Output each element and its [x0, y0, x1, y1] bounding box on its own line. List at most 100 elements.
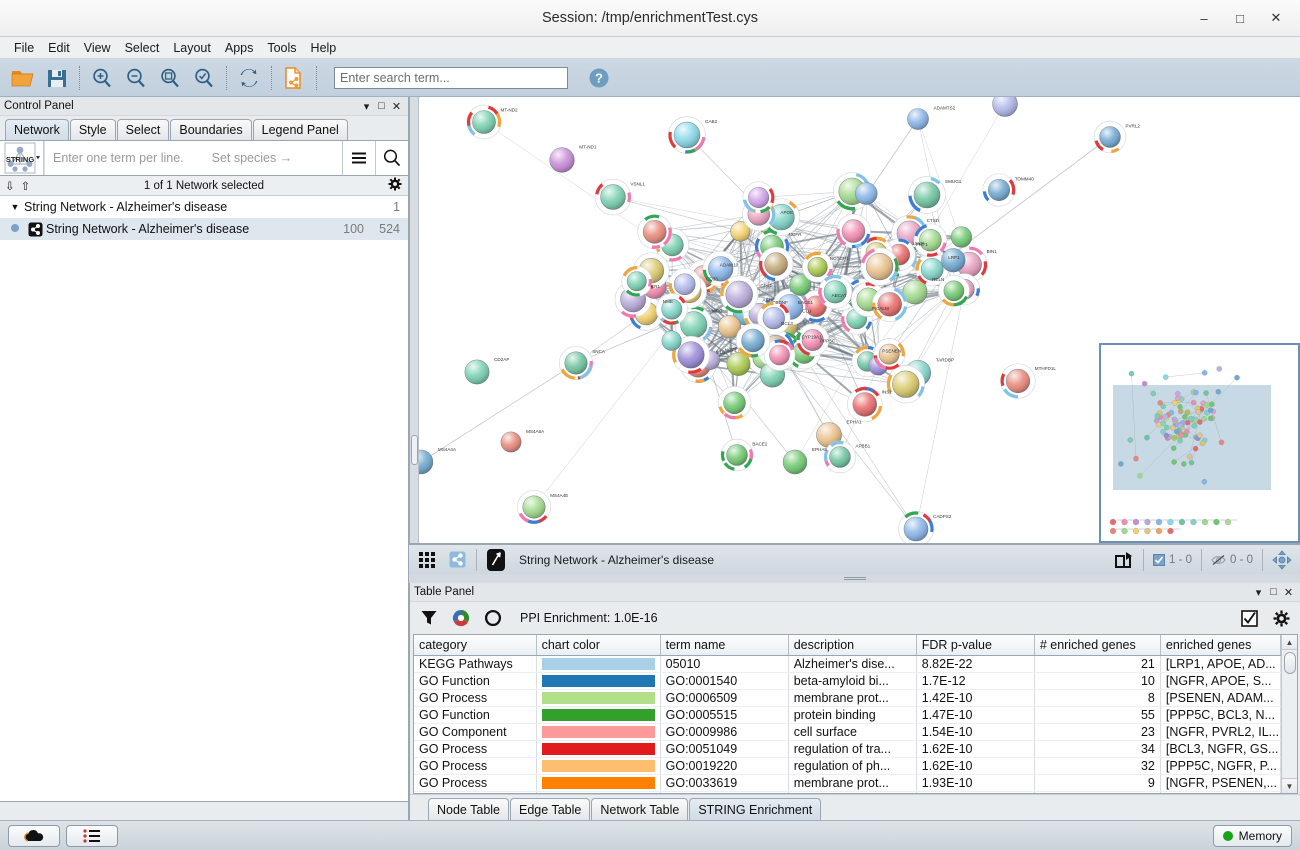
menu-tools[interactable]: Tools — [267, 40, 297, 55]
table-row[interactable]: GO Process GO:0050435beta-amyloid m...2.0… — [414, 791, 1282, 793]
network-canvas[interactable]: MT-ND2 MT-ND1 VSNL1 GAB2 MS4A4A MS4A6A MS4A4E C… — [409, 97, 1300, 544]
table-row[interactable]: GO Process GO:0006509 membrane prot... 1.42… — [414, 689, 1282, 707]
network-settings-gear-icon[interactable] — [388, 177, 402, 194]
zoom-fit-icon[interactable] — [153, 62, 187, 94]
column-header-fdr-pvalue[interactable]: FDR p-value — [916, 635, 1035, 656]
zoom-out-icon[interactable] — [119, 62, 153, 94]
save-icon[interactable] — [40, 62, 74, 94]
cell-term-name: GO:0009986 — [660, 723, 789, 741]
string-options-icon[interactable] — [342, 141, 375, 175]
export-network-icon[interactable] — [1109, 548, 1139, 572]
maximize-button[interactable]: □ — [1236, 10, 1244, 26]
string-search-bar: STRING Enter one term per line. Set spec… — [0, 140, 408, 176]
cloud-button[interactable] — [8, 824, 60, 847]
table-row[interactable]: GO Function GO:0001540 beta-amyloid bi... 1… — [414, 672, 1282, 690]
refresh-icon[interactable] — [232, 62, 266, 94]
table-row[interactable]: GO Process GO:0019220 regulation of ph... 1… — [414, 757, 1282, 775]
cell-chart-color — [536, 655, 661, 673]
close-button[interactable]: ✕ — [1270, 10, 1282, 25]
control-panel-menu-icon[interactable]: ▾ — [363, 100, 370, 113]
menu-edit[interactable]: Edit — [48, 40, 70, 55]
network-graph[interactable]: MT-ND2 MT-ND1 VSNL1 GAB2 MS4A4A MS4A6A MS4A4E C… — [410, 97, 1300, 544]
select-all-checkbox-icon[interactable] — [1236, 605, 1262, 631]
column-header-term-name[interactable]: term name — [660, 635, 789, 656]
string-query-input[interactable]: Enter one term per line. Set species → — [44, 141, 342, 175]
column-header-category[interactable]: category — [414, 635, 537, 656]
network-tree-root[interactable]: ▼ String Network - Alzheimer's disease 1 — [0, 196, 408, 218]
table-panel-close-icon[interactable]: ✕ — [1283, 586, 1294, 599]
column-header-chart-color[interactable]: chart color — [536, 635, 661, 656]
menu-apps[interactable]: Apps — [224, 40, 254, 55]
tree-toggle-icon[interactable]: ▼ — [10, 202, 20, 212]
table-row[interactable]: GO Process GO:0051049 regulation of tra...… — [414, 740, 1282, 758]
color-swatch — [541, 657, 655, 670]
table-row[interactable]: GO Component GO:0009986 cell surface 1.54E-… — [414, 723, 1282, 741]
filter-icon[interactable] — [416, 605, 442, 631]
menu-file[interactable]: File — [14, 40, 35, 55]
color-swatch — [541, 776, 655, 789]
tab-node-table[interactable]: Node Table — [428, 798, 510, 820]
tab-network[interactable]: Network — [5, 119, 69, 140]
search-input[interactable]: Enter search term... — [334, 66, 568, 89]
column-header-enriched-count[interactable]: # enriched genes — [1034, 635, 1161, 656]
network-node-label: PPP5C — [820, 339, 836, 344]
horizontal-splitter[interactable] — [409, 574, 1300, 583]
pan-tool-icon[interactable] — [1267, 548, 1297, 572]
expand-network-icon[interactable] — [481, 548, 511, 572]
zoom-selected-icon[interactable] — [187, 62, 221, 94]
column-header-description[interactable]: description — [788, 635, 917, 656]
cell-enriched-genes: [LRP1, APOE, AD... — [1160, 655, 1282, 673]
chart-color-icon[interactable] — [448, 605, 474, 631]
selected-nodes-counter[interactable]: 1 - 0 — [1148, 553, 1197, 566]
control-panel-close-icon[interactable]: ✕ — [391, 100, 402, 113]
scroll-up-arrow-icon[interactable]: ▲ — [1282, 635, 1297, 650]
list-button[interactable] — [66, 824, 118, 847]
birds-eye-view[interactable] — [1099, 343, 1300, 543]
new-network-icon[interactable] — [277, 62, 311, 94]
cell-chart-color — [536, 723, 661, 741]
donut-chart-icon[interactable] — [480, 605, 506, 631]
table-scrollbar-thumb[interactable] — [1284, 652, 1296, 674]
cell-term-name: GO:0019220 — [660, 757, 789, 775]
network-list-icon[interactable] — [442, 548, 472, 572]
minimize-button[interactable]: – — [1200, 10, 1208, 26]
column-header-enriched-genes[interactable]: enriched genes — [1160, 635, 1282, 656]
table-row[interactable]: GO Function GO:0005515 protein binding 1.47… — [414, 706, 1282, 724]
tab-string-enrichment[interactable]: STRING Enrichment — [689, 798, 822, 820]
help-icon[interactable]: ? — [582, 62, 616, 94]
tab-legend-panel[interactable]: Legend Panel — [252, 119, 348, 140]
zoom-in-icon[interactable] — [85, 62, 119, 94]
cell-description: Alzheimer's dise... — [788, 655, 917, 673]
table-panel-menu-icon[interactable]: ▾ — [1255, 586, 1262, 599]
hidden-nodes-counter[interactable]: 0 - 0 — [1206, 554, 1258, 566]
control-panel-float-icon[interactable]: □ — [378, 100, 385, 112]
network-node-label: EPHA5 — [812, 447, 828, 452]
table-row[interactable]: GO Process GO:0033619 membrane prot... 1.93… — [414, 774, 1282, 792]
table-settings-gear-icon[interactable] — [1268, 605, 1294, 631]
set-species-link[interactable]: Set species → — [211, 151, 293, 165]
tab-select[interactable]: Select — [116, 119, 170, 140]
grid-view-icon[interactable] — [412, 548, 442, 572]
tab-boundaries[interactable]: Boundaries — [170, 119, 252, 140]
expand-all-icon[interactable]: ⇧ — [20, 180, 31, 193]
string-search-icon[interactable] — [375, 141, 408, 175]
table-row[interactable]: KEGG Pathways 05010 Alzheimer's dise... 8.8… — [414, 655, 1282, 673]
network-vertical-scrollbar[interactable] — [410, 97, 419, 543]
tab-network-table[interactable]: Network Table — [591, 798, 689, 820]
tab-style[interactable]: Style — [69, 119, 116, 140]
table-panel-float-icon[interactable]: □ — [1270, 586, 1277, 598]
menu-view[interactable]: View — [83, 40, 111, 55]
string-logo-icon[interactable]: STRING — [0, 141, 44, 175]
open-folder-icon[interactable] — [6, 62, 40, 94]
menu-select[interactable]: Select — [124, 40, 160, 55]
scrollbar-thumb[interactable] — [411, 435, 418, 465]
network-tree-item[interactable]: String Network - Alzheimer's disease 100… — [0, 218, 408, 240]
menu-layout[interactable]: Layout — [173, 40, 211, 55]
tab-edge-table[interactable]: Edge Table — [510, 798, 591, 820]
menu-help[interactable]: Help — [310, 40, 337, 55]
table-vertical-scrollbar[interactable]: ▲ ▼ — [1281, 635, 1297, 793]
collapse-all-icon[interactable]: ⇩ — [5, 180, 15, 193]
memory-button[interactable]: Memory — [1212, 824, 1292, 847]
scroll-down-arrow-icon[interactable]: ▼ — [1282, 778, 1297, 793]
